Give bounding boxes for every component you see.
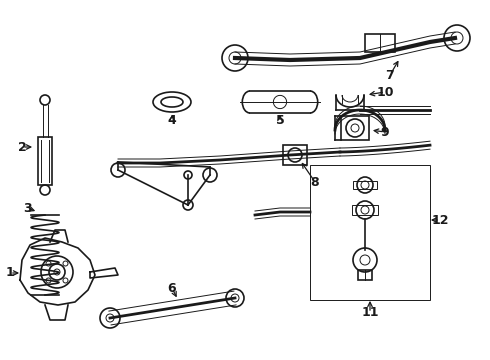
Bar xyxy=(353,181,377,189)
Text: 11: 11 xyxy=(361,306,379,320)
Text: 1: 1 xyxy=(5,266,14,279)
Text: 5: 5 xyxy=(275,113,284,126)
Text: 9: 9 xyxy=(381,126,390,139)
Bar xyxy=(352,205,378,215)
Text: 12: 12 xyxy=(431,213,449,226)
Bar xyxy=(310,165,430,300)
Text: 8: 8 xyxy=(311,176,319,189)
Bar xyxy=(365,34,395,52)
Text: 2: 2 xyxy=(18,140,26,153)
Bar xyxy=(358,270,372,280)
Text: 4: 4 xyxy=(168,113,176,126)
Bar xyxy=(283,145,307,165)
Text: 6: 6 xyxy=(168,282,176,294)
Text: 7: 7 xyxy=(386,68,394,81)
Bar xyxy=(341,116,369,140)
Text: 10: 10 xyxy=(376,86,394,99)
Bar xyxy=(38,137,52,185)
Text: 3: 3 xyxy=(23,202,31,215)
